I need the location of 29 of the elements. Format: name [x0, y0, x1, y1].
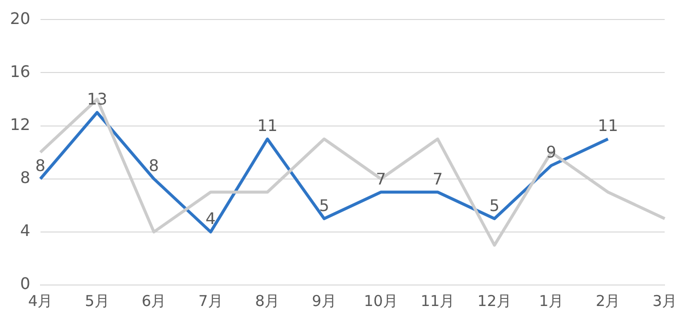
data-label: 13 [86, 90, 108, 109]
y-tick-label: 0 [20, 274, 30, 294]
data-label: 5 [489, 196, 500, 215]
x-tick-label: 3月 [652, 292, 677, 310]
y-tick-label: 8 [20, 168, 30, 187]
y-tick-label: 20 [10, 8, 30, 28]
x-tick-label: 4月 [28, 292, 53, 310]
x-tick-label: 10月 [364, 292, 398, 310]
x-tick-label: 8月 [255, 292, 280, 310]
data-label: 11 [598, 116, 618, 136]
x-tick-label: 12月 [477, 292, 512, 310]
x-tick-label: 5月 [84, 292, 110, 310]
data-label: 9 [546, 142, 556, 162]
x-tick-label: 6月 [142, 292, 166, 310]
data-label: 7 [376, 169, 386, 188]
x-tick-label: 1月 [538, 292, 564, 310]
data-label: 5 [319, 196, 330, 215]
x-tick-label: 9月 [312, 292, 336, 310]
data-label: 7 [432, 169, 443, 188]
x-tick-label: 11月 [420, 292, 455, 310]
x-tick-label: 7月 [198, 292, 223, 310]
y-tick-label: 12 [10, 114, 30, 134]
data-label: 8 [148, 156, 159, 175]
data-label: 4 [206, 209, 216, 228]
y-tick-label: 4 [20, 221, 30, 240]
y-tick-label: 16 [10, 62, 30, 81]
x-tick-label: 2月 [596, 292, 620, 310]
data-label: 11 [257, 116, 278, 136]
data-label: 8 [35, 156, 46, 175]
